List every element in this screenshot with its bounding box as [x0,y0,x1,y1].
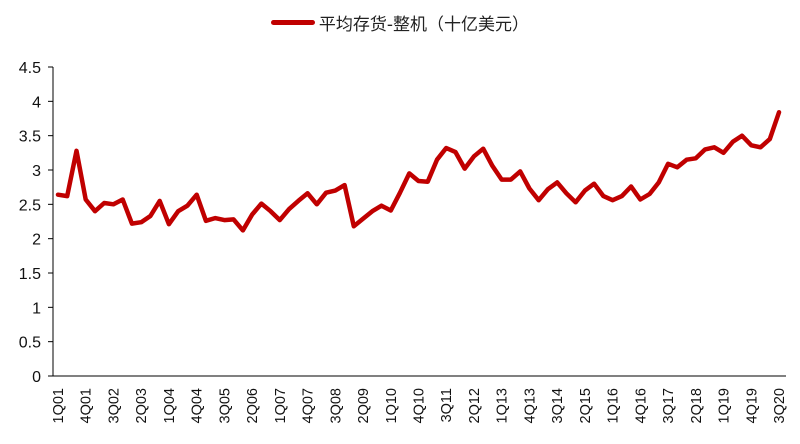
y-tick-label: 1 [32,300,41,317]
y-tick-label: 3 [32,163,41,180]
x-tick-label: 4Q19 [744,388,760,423]
y-tick-label: 2 [32,232,41,249]
x-tick-label: 3Q20 [772,388,788,423]
plot-area [55,110,782,233]
x-tick-label: 3Q14 [550,388,566,423]
x-tick-label: 4Q07 [301,388,317,423]
x-tick-label: 1Q01 [51,388,67,423]
x-tick-label: 3Q02 [106,388,122,423]
x-tick-label: 2Q18 [689,388,705,423]
y-tick-label: 0 [32,369,41,386]
x-tick-label: 2Q15 [578,388,594,423]
y-tick-label: 2.5 [19,197,41,214]
y-tick-label: 4 [32,94,41,111]
legend-line-swatch [270,20,315,25]
y-tick-label: 0.5 [19,335,41,352]
y-tick-label: 4.5 [19,60,41,77]
x-tick-label: 1Q19 [717,388,733,423]
x-axis: 1Q01 4Q01 3Q02 2Q03 1Q04 4Q04 3Q05 2Q06 1Q07 4Q07… [51,375,788,423]
y-tick-label: 1.5 [19,266,41,283]
x-tick-label: 4Q01 [79,388,95,423]
x-tick-label: 4Q10 [412,388,428,423]
legend-label: 平均存货-整机（十亿美元） [318,15,530,35]
x-tick-label: 1Q10 [384,388,400,423]
y-axis: 0 0.5 1 1.5 2 2.5 3 3.5 4 4.5 [19,60,54,386]
x-tick-label: 2Q12 [467,388,483,423]
series-line [55,110,782,233]
x-tick-label: 1Q04 [162,388,178,423]
chart-legend: 平均存货-整机（十亿美元） [0,10,800,35]
x-tick-label: 4Q16 [633,388,649,423]
x-tick-label: 4Q13 [522,388,538,423]
x-tick-label: 3Q17 [661,388,677,423]
x-tick-label: 3Q08 [328,388,344,423]
x-tick-label: 1Q07 [273,388,289,423]
x-tick-label: 1Q13 [495,388,511,423]
x-tick-label: 2Q09 [356,388,372,423]
y-tick-label: 3.5 [19,129,41,146]
x-tick-label: 1Q16 [606,388,622,423]
x-tick-label: 3Q11 [439,388,455,422]
x-tick-label: 3Q05 [217,388,233,423]
x-tick-label: 2Q06 [245,388,261,423]
x-tick-label: 2Q03 [134,388,150,423]
x-tick-label: 4Q04 [190,388,206,423]
